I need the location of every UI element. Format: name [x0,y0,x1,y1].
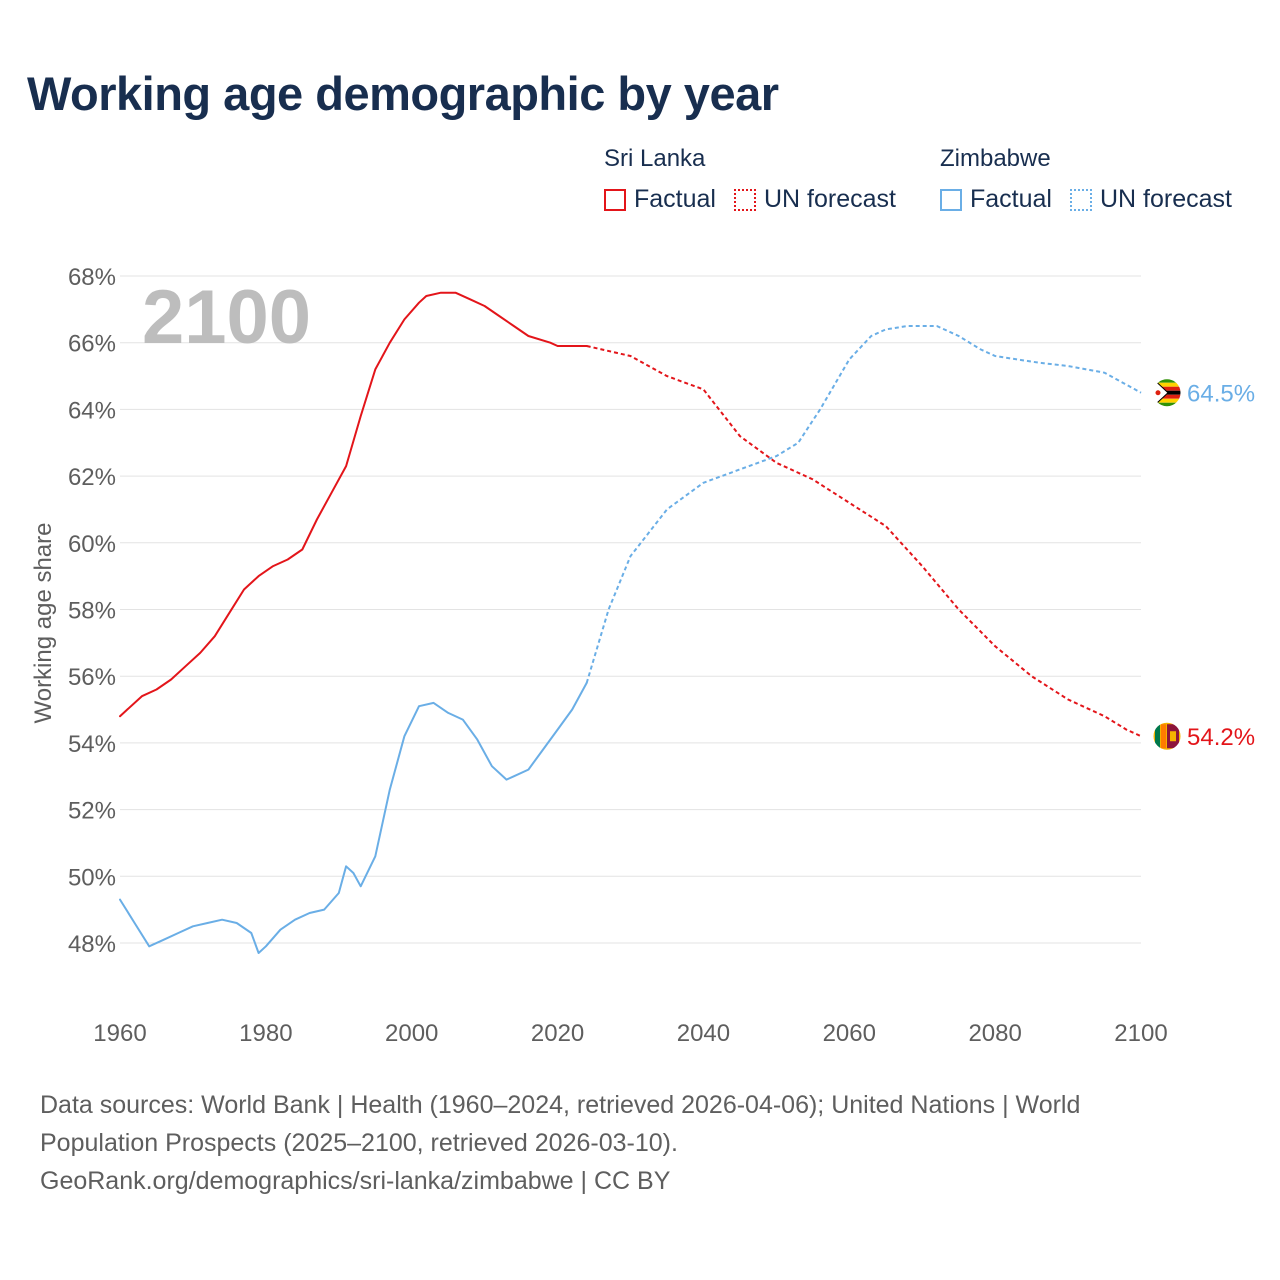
y-tick-label: 68% [68,264,116,291]
footer-sources-line2: Population Prospects (2025–2100, retriev… [40,1129,678,1157]
legend-group-zimbabwe: Zimbabwe Factual UN forecast [940,145,1232,214]
y-axis-ticks: 48% 50% 52% 54% 56% 58% 60% 62% 64% 66% 68% [68,264,116,958]
x-tick-label: 2080 [968,1020,1021,1047]
footer-sources-line1: Data sources: World Bank | Health (1960–… [40,1091,1081,1119]
legend-item-zimbabwe-forecast[interactable]: UN forecast [1069,185,1232,214]
x-tick-label: 2060 [823,1020,876,1047]
series-end-markers: 54.2% 64.5% [1152,378,1255,751]
y-tick-label: 50% [68,864,116,891]
legend-label: UN forecast [763,185,896,213]
x-tick-label: 2020 [531,1020,584,1047]
x-tick-label: 2040 [677,1020,730,1047]
series-line-sri-lanka-factual[interactable] [119,291,588,718]
legend-label: UN forecast [1099,185,1232,213]
legend-swatch-solid [604,188,626,211]
y-tick-label: 60% [68,531,116,558]
legend-swatch-dotted [733,188,756,211]
y-tick-label: 64% [68,397,116,424]
x-tick-label: 1980 [239,1020,292,1047]
y-tick-label: 56% [68,664,116,691]
legend-item-sri-lanka-forecast[interactable]: UN forecast [733,185,896,214]
series-line-zimbabwe-forecast[interactable] [585,325,1142,684]
legend-group-name: Zimbabwe [940,145,1051,172]
series-line-sri-lanka-forecast[interactable] [586,345,1142,738]
legend-swatch-dotted [1069,188,1092,211]
legend-item-sri-lanka-factual[interactable]: Factual [604,185,716,214]
y-tick-label: 48% [68,931,116,958]
y-tick-label: 54% [68,731,116,758]
footer-attribution: GeoRank.org/demographics/sri-lanka/zimba… [40,1167,671,1195]
x-tick-label: 2100 [1114,1020,1167,1047]
y-tick-label: 58% [68,598,116,625]
x-tick-label: 2000 [385,1020,438,1047]
end-value-label-zimbabwe: 64.5% [1187,381,1255,408]
y-tick-label: 62% [68,464,116,491]
end-value-label-sri-lanka: 54.2% [1187,724,1255,751]
y-axis-title: Working age share [30,523,57,724]
y-tick-label: 52% [68,798,116,825]
series-lines [119,291,1142,954]
legend-item-zimbabwe-factual[interactable]: Factual [940,185,1052,214]
x-tick-label: 1960 [93,1020,146,1047]
footer: Data sources: World Bank | Health (1960–… [40,1086,1240,1200]
chart-title: Working age demographic by year [27,67,779,120]
flag-icon-sri-lanka [1152,721,1182,751]
legend-group-name: Sri Lanka [604,145,706,172]
series-line-zimbabwe-factual[interactable] [119,681,588,954]
legend-label: Factual [634,185,716,213]
legend-group-sri-lanka: Sri Lanka Factual UN forecast [604,145,914,214]
year-watermark: 2100 [142,275,311,360]
y-tick-label: 66% [68,331,116,358]
flag-icon-zimbabwe [1152,378,1182,408]
legend-label: Factual [970,185,1052,213]
x-axis-ticks: 1960 1980 2000 2020 2040 2060 2080 2100 [93,1020,1167,1047]
gridlines [120,275,1141,944]
legend-swatch-solid [940,188,962,211]
